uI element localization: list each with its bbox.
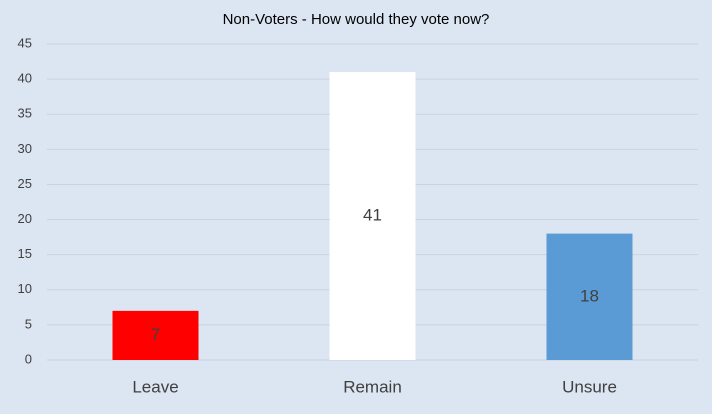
y-tick-label: 30 (18, 141, 32, 156)
data-label: 7 (151, 325, 160, 344)
data-label: 41 (363, 206, 382, 225)
x-tick-label: Leave (132, 377, 178, 396)
x-tick-label: Unsure (562, 377, 617, 396)
y-tick-label: 35 (18, 106, 32, 121)
y-tick-label: 5 (25, 316, 32, 331)
y-tick-label: 40 (18, 71, 32, 86)
y-tick-label: 20 (18, 211, 32, 226)
x-tick-label: Remain (343, 377, 402, 396)
y-tick-label: 0 (25, 351, 32, 366)
y-tick-label: 45 (18, 35, 32, 50)
bar (112, 310, 199, 360)
bar (546, 233, 633, 360)
y-tick-label: 10 (18, 281, 32, 296)
chart-title: Non-Voters - How would they vote now? (223, 11, 490, 28)
data-label: 18 (580, 286, 599, 305)
bar (329, 72, 416, 360)
y-tick-label: 15 (18, 246, 32, 261)
y-tick-label: 25 (18, 176, 32, 191)
